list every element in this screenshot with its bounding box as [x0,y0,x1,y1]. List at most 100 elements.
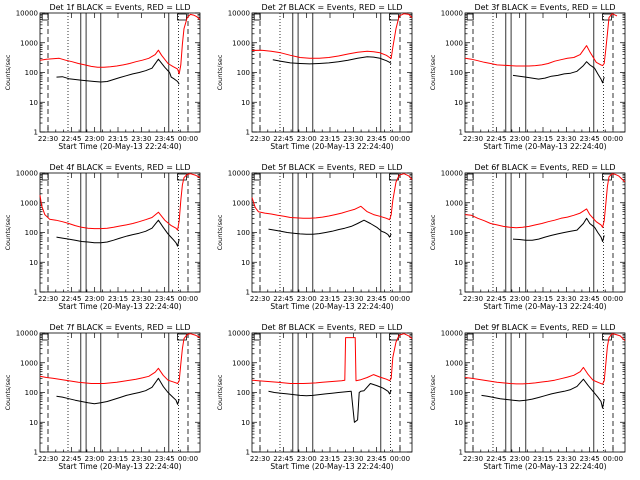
event-marker-box [466,173,474,181]
event-marker-box [176,13,187,21]
plot-frame [464,172,626,293]
plot-frame [251,172,413,293]
plot-frame [464,332,626,453]
event-marker-box [176,333,187,341]
events-series-line [481,378,605,409]
y-tick-label: 10000 [16,170,38,178]
y-tick-label: 1 [459,129,463,137]
y-tick-label: 1 [459,289,463,297]
y-tick-label: 1000 [20,359,38,367]
detector-panel: Det 7f BLACK = Events, RED = LLD 1 10 100 10… [4,323,201,471]
x-tick-label: 23:30 [343,455,363,463]
plot-frame [464,12,626,133]
detector-panel: Det 8f BLACK = Events, RED = LLD 1 10 100 10… [216,323,413,471]
x-tick-label: 23:15 [533,455,553,463]
x-tick-label: 23:00 [510,135,530,143]
chart-title: Det 6f BLACK = Events, RED = LLD [474,163,615,172]
events-series-line [268,383,392,423]
x-tick-label: 00:00 [603,455,623,463]
y-axis-label: Counts/sec [216,214,224,250]
lld-series-line [251,13,413,59]
event-marker-box [41,333,49,341]
detector-panel: Det 4f BLACK = Events, RED = LLD 1 10 100 10… [4,163,201,311]
y-tick-label: 10 [29,99,38,107]
x-axis-label: Start Time (20-May-13 22:24:40) [58,302,181,311]
x-tick-label: 22:45 [486,455,506,463]
y-tick-label: 100 [450,389,463,397]
chart-title: Det 4f BLACK = Events, RED = LLD [49,163,190,172]
chart-title: Det 2f BLACK = Events, RED = LLD [261,3,402,12]
x-tick-label: 00:00 [390,295,410,303]
x-tick-label: 23:00 [297,295,317,303]
x-axis-label: Start Time (20-May-13 22:24:40) [58,142,181,151]
y-tick-label: 100 [25,389,38,397]
event-marker-box [253,333,261,341]
x-tick-label: 23:00 [85,455,105,463]
chart-title: Det 3f BLACK = Events, RED = LLD [474,3,615,12]
x-tick-label: 22:30 [38,295,58,303]
x-tick-label: 23:45 [367,455,387,463]
x-tick-label: 23:45 [367,135,387,143]
lld-series-line [251,173,413,221]
y-tick-label: 10 [29,419,38,427]
y-tick-label: 10 [29,259,38,267]
x-tick-label: 23:00 [297,455,317,463]
event-marker-box [253,173,261,181]
y-axis-label: Counts/sec [216,374,224,410]
x-tick-label: 23:45 [580,295,600,303]
x-tick-label: 23:45 [155,135,175,143]
x-tick-label: 00:00 [178,295,198,303]
x-tick-label: 23:00 [510,455,530,463]
y-tick-label: 10000 [441,330,463,338]
event-marker-box [41,13,49,21]
y-tick-label: 10 [454,419,463,427]
y-axis-label: Counts/sec [429,374,437,410]
y-tick-label: 1 [34,289,38,297]
y-tick-label: 1000 [20,199,38,207]
x-tick-label: 22:45 [486,295,506,303]
x-tick-label: 23:15 [320,135,340,143]
y-tick-label: 1000 [20,39,38,47]
x-tick-label: 00:00 [603,295,623,303]
events-series-line [56,58,180,85]
lld-series-line [464,333,626,385]
events-series-line [272,56,392,65]
y-tick-label: 100 [25,229,38,237]
x-tick-label: 23:15 [320,295,340,303]
detector-panel: Det 9f BLACK = Events, RED = LLD 1 10 100 10… [429,323,626,471]
plot-frame [39,332,201,453]
x-tick-label: 00:00 [178,135,198,143]
events-series-line [268,219,392,238]
y-tick-label: 1 [34,129,38,137]
x-tick-label: 22:45 [273,135,293,143]
x-tick-label: 23:30 [343,135,363,143]
x-axis-label: Start Time (20-May-13 22:24:40) [58,462,181,471]
plot-frame [39,172,201,293]
x-tick-label: 23:00 [85,135,105,143]
x-tick-label: 22:45 [486,135,506,143]
x-tick-label: 23:30 [131,295,151,303]
y-tick-label: 10000 [228,330,250,338]
chart-title: Det 9f BLACK = Events, RED = LLD [474,323,615,332]
y-tick-label: 1 [459,449,463,457]
x-tick-label: 23:45 [580,135,600,143]
y-tick-label: 10000 [16,330,38,338]
event-marker-box [176,173,187,181]
y-tick-label: 10 [454,259,463,267]
lld-series-line [251,333,413,384]
y-tick-label: 1000 [445,199,463,207]
y-axis-label: Counts/sec [4,54,12,90]
y-axis-label: Counts/sec [4,214,12,250]
event-marker-box [253,13,261,21]
y-tick-label: 10000 [441,170,463,178]
y-tick-label: 100 [237,229,250,237]
x-tick-label: 23:00 [510,295,530,303]
x-tick-label: 23:15 [108,135,128,143]
x-tick-label: 22:45 [61,135,81,143]
y-tick-label: 10000 [441,10,463,18]
y-tick-label: 1 [34,449,38,457]
lld-series-line [39,173,201,231]
x-tick-label: 23:30 [556,295,576,303]
x-tick-label: 23:45 [580,455,600,463]
x-tick-label: 22:30 [463,455,483,463]
